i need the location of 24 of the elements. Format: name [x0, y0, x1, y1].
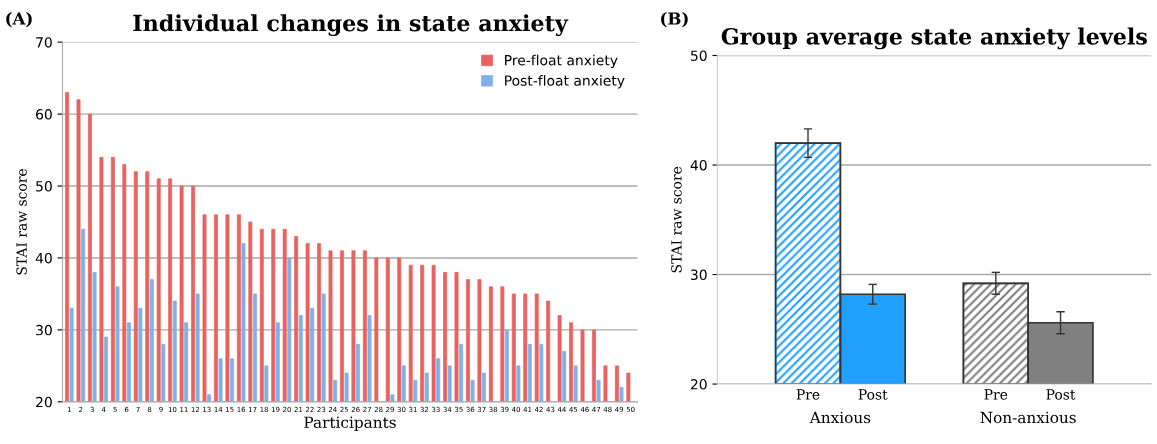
y-tick-label: 50 — [691, 50, 707, 61]
text: Non-anxious — [980, 411, 1076, 424]
y-tick-label: 30 — [36, 324, 52, 336]
x-tick-label: Pre — [984, 389, 1008, 400]
y-tick-label: 40 — [690, 159, 707, 171]
y-axis-title: STAI raw score — [671, 166, 682, 273]
y-tick-label: 40 — [35, 252, 52, 264]
chart-title: Group average state anxiety levels — [721, 27, 1147, 50]
y-axis-title: STAI raw score — [16, 169, 27, 275]
chart-title: Individual changes in state anxiety — [133, 14, 569, 37]
text: (B) — [661, 11, 688, 28]
y-tick-label: 60 — [36, 109, 52, 120]
legend-label: Post-float anxiety — [505, 75, 625, 89]
legend-label: Pre-float anxiety — [505, 54, 618, 69]
x-axis-title: Participants — [304, 416, 396, 431]
text: Anxious — [809, 411, 871, 424]
y-tick-label: 30 — [691, 269, 707, 281]
y-tick-label: 20 — [690, 379, 707, 390]
x-tick-label: Post — [858, 389, 888, 400]
y-tick-label: 50 — [36, 181, 52, 192]
y-tick-label: 70 — [36, 37, 52, 48]
x-tick-label: Pre — [796, 389, 820, 400]
text: (A) — [6, 11, 32, 28]
x-tick-label: Post — [1046, 389, 1076, 400]
